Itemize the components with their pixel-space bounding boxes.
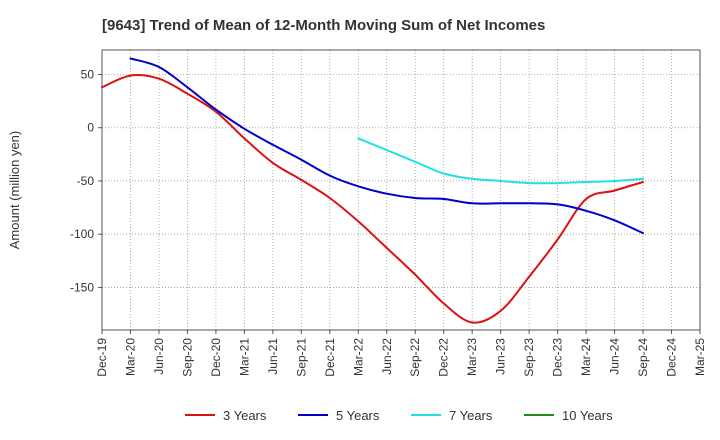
gridlines [101,50,701,330]
x-tick-label: Dec-23 [551,338,565,377]
x-tick-label: Dec-22 [437,338,451,377]
series-line-7-years [357,137,644,185]
x-tick-label: Sep-24 [636,338,650,377]
legend-label-10-years: 10 Years [562,408,613,423]
y-tick-label: 0 [87,121,94,135]
x-tick-label: Mar-21 [237,338,251,376]
x-tick-label: Mar-23 [465,338,479,376]
legend-label-5-years: 5 Years [336,408,380,423]
x-tick-label: Sep-22 [408,338,422,377]
x-tick-label: Dec-20 [209,338,223,377]
x-tick-label: Jun-21 [266,338,280,375]
series-lines [101,57,644,324]
x-tick-label: Mar-22 [351,338,365,376]
x-tick-label: Dec-21 [323,338,337,377]
legend-label-7-years: 7 Years [449,408,493,423]
x-tick-label: Jun-24 [608,338,622,375]
x-tick-label: Mar-25 [693,338,707,376]
x-tick-label: Sep-23 [522,338,536,377]
y-tick-label: 50 [81,67,95,81]
legend-label-3-years: 3 Years [223,408,267,423]
y-axis-ticks: 50 0 -50 -100 -150 [70,67,102,294]
x-tick-label: Sep-21 [294,338,308,377]
y-tick-label: -100 [70,227,94,241]
chart-title: [9643] Trend of Mean of 12-Month Moving … [102,17,545,34]
plot-area-frame [101,49,701,331]
legend: 3 Years 5 Years 7 Years 10 Years [185,408,613,423]
x-tick-label: Jun-22 [380,338,394,375]
x-tick-label: Mar-20 [123,338,137,376]
x-tick-label: Mar-24 [579,338,593,376]
y-axis-label: Amount (million yen) [7,131,22,250]
x-tick-label: Jun-23 [494,338,508,375]
series-line-5-years [129,57,644,235]
y-tick-label: -150 [70,280,94,294]
x-axis-ticks: Dec-19 Mar-20 Jun-20 Sep-20 Dec-20 Mar-21 Jun-… [95,330,707,377]
x-tick-label: Dec-24 [665,338,679,377]
x-tick-label: Dec-19 [95,338,109,377]
x-tick-label: Sep-20 [180,338,194,377]
y-tick-label: -50 [77,174,95,188]
x-tick-label: Jun-20 [152,338,166,375]
series-line-3-years [101,74,644,324]
